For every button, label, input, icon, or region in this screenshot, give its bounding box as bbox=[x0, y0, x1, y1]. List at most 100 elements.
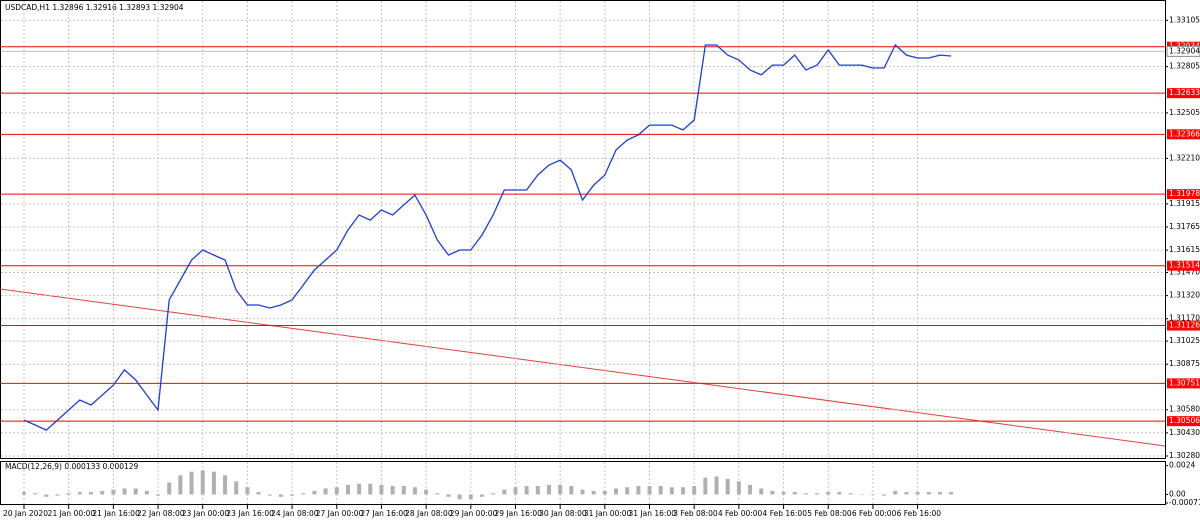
macd-bar bbox=[513, 487, 518, 495]
macd-bar bbox=[569, 486, 574, 495]
level-label: 1.30506 bbox=[1169, 416, 1200, 425]
macd-bar bbox=[792, 492, 797, 495]
macd-bar bbox=[368, 483, 373, 495]
x-tick-label: 31 Jan 16:00 bbox=[629, 509, 677, 518]
macd-bar bbox=[345, 484, 350, 495]
x-tick-label: 6 Feb 16:00 bbox=[897, 509, 942, 518]
y-tick-label: 1.31470 bbox=[1169, 267, 1200, 276]
macd-bar bbox=[77, 492, 82, 495]
macd-bar bbox=[33, 493, 38, 495]
macd-bar bbox=[625, 487, 630, 495]
macd-bar bbox=[848, 493, 853, 495]
macd-bar bbox=[412, 487, 417, 495]
price-pane bbox=[0, 0, 1166, 459]
x-tick-label: 24 Jan 08:00 bbox=[271, 509, 319, 518]
macd-bar bbox=[748, 484, 753, 495]
macd-bar bbox=[692, 486, 697, 495]
macd-bar bbox=[401, 486, 406, 495]
x-tick-label: 21 Jan 16:00 bbox=[92, 509, 140, 518]
y-tick-label: 1.32210 bbox=[1169, 153, 1200, 162]
level-label-box bbox=[1167, 378, 1200, 389]
macd-bar bbox=[167, 482, 172, 495]
y-tick-label: 0.0024 bbox=[1169, 461, 1195, 470]
macd-bar bbox=[379, 484, 384, 495]
level-label: 1.30751 bbox=[1169, 378, 1200, 387]
current-price-box bbox=[1166, 45, 1200, 57]
macd-bar bbox=[535, 486, 540, 495]
macd-bar bbox=[803, 493, 808, 495]
macd-bar bbox=[591, 490, 596, 495]
macd-bar bbox=[390, 486, 395, 495]
macd-bar bbox=[55, 494, 60, 496]
trend-line bbox=[0, 288, 1166, 447]
macd-bar bbox=[524, 486, 529, 495]
macd-bar bbox=[937, 492, 942, 495]
macd-bar bbox=[636, 486, 641, 495]
x-tick-label: 27 Jan 00:00 bbox=[316, 509, 364, 518]
macd-bar bbox=[703, 477, 708, 495]
macd-bar bbox=[100, 490, 105, 495]
x-tick-label: 29 Jan 16:00 bbox=[494, 509, 542, 518]
macd-bar bbox=[815, 493, 820, 495]
y-tick-label: 1.30430 bbox=[1169, 428, 1200, 437]
y-tick-label: 1.32805 bbox=[1169, 62, 1200, 71]
x-tick-label: 23 Jan 16:00 bbox=[226, 509, 274, 518]
price-line bbox=[23, 43, 952, 431]
current-price-label: 1.32904 bbox=[1169, 46, 1200, 55]
macd-title: MACD(12,26,9) 0.000133 0.000129 bbox=[5, 462, 139, 471]
level-label-box bbox=[1167, 129, 1200, 140]
macd-bar bbox=[781, 492, 786, 495]
macd-bar bbox=[882, 494, 887, 496]
macd-bar bbox=[301, 493, 306, 495]
x-tick-label: 4 Feb 00:00 bbox=[718, 509, 763, 518]
y-tick-label: 1.31170 bbox=[1169, 314, 1200, 323]
x-tick-label: 5 Feb 08:00 bbox=[807, 509, 852, 518]
macd-bar bbox=[658, 486, 663, 495]
y-tick-label: 1.30280 bbox=[1169, 451, 1200, 460]
macd-bar bbox=[926, 492, 931, 495]
macd-bar bbox=[647, 486, 652, 495]
chart-title: USDCAD,H1 1.32896 1.32916 1.32893 1.3290… bbox=[5, 3, 184, 12]
level-label: 1.32366 bbox=[1169, 129, 1200, 138]
macd-bar bbox=[156, 494, 161, 496]
macd-bar bbox=[859, 494, 864, 495]
macd-bar bbox=[89, 492, 94, 495]
macd-bar bbox=[457, 494, 462, 500]
y-tick-label: 1.31025 bbox=[1169, 336, 1200, 345]
x-tick-label: 29 Jan 00:00 bbox=[450, 509, 498, 518]
macd-bar bbox=[234, 481, 239, 495]
macd-bar bbox=[200, 470, 205, 495]
macd-bar bbox=[334, 487, 339, 495]
macd-bar bbox=[915, 492, 920, 495]
y-tick-label: 1.30580 bbox=[1169, 405, 1200, 414]
macd-bar bbox=[256, 492, 261, 495]
macd-bar bbox=[111, 489, 116, 495]
x-tick-label: 31 Jan 00:00 bbox=[584, 509, 632, 518]
x-tick-label: 27 Jan 16:00 bbox=[360, 509, 408, 518]
macd-bar bbox=[245, 487, 250, 495]
x-tick-label: 4 Feb 16:00 bbox=[763, 509, 808, 518]
macd-bar bbox=[468, 494, 473, 500]
level-label-box bbox=[1167, 260, 1200, 271]
macd-bar bbox=[290, 494, 295, 496]
macd-bar bbox=[558, 484, 563, 495]
macd-bar bbox=[714, 476, 719, 495]
x-tick-label: 20 Jan 2020 bbox=[3, 509, 48, 518]
macd-bar bbox=[725, 478, 730, 495]
macd-bar bbox=[546, 484, 551, 495]
level-label: 1.31126 bbox=[1169, 321, 1200, 330]
macd-bar bbox=[144, 490, 149, 495]
macd-bar bbox=[904, 492, 909, 495]
y-tick-label: 1.31320 bbox=[1169, 291, 1200, 300]
level-label: 1.31514 bbox=[1169, 261, 1200, 270]
macd-bar bbox=[435, 493, 440, 495]
macd-bar bbox=[189, 471, 194, 495]
y-tick-label: 1.31915 bbox=[1169, 199, 1200, 208]
macd-bar bbox=[357, 483, 362, 495]
macd-bar bbox=[267, 494, 272, 496]
macd-bar bbox=[502, 489, 507, 495]
macd-bar bbox=[681, 487, 686, 495]
level-label-box bbox=[1167, 320, 1200, 331]
x-tick-label: 28 Jan 08:00 bbox=[405, 509, 453, 518]
macd-bar bbox=[278, 494, 283, 497]
